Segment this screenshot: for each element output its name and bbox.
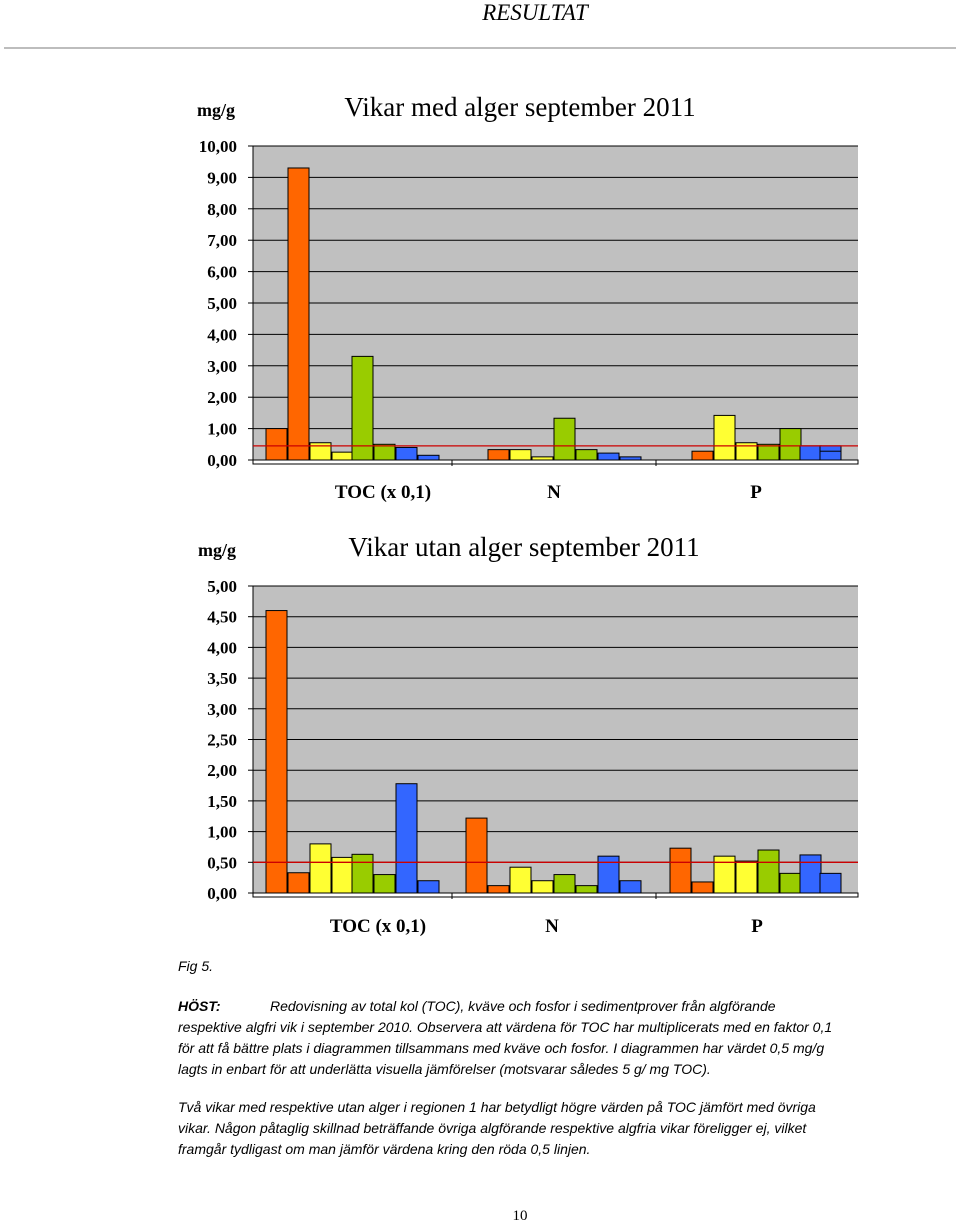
y-tick-label: 5,00	[207, 294, 237, 313]
y-tick-label: 2,00	[207, 761, 237, 780]
bar	[735, 860, 758, 894]
bar	[373, 874, 396, 894]
y-tick-label: 2,50	[207, 731, 237, 750]
bar	[779, 872, 802, 894]
caption-text-2: Två vikar med respektive utan alger i re…	[178, 1099, 816, 1157]
bar	[757, 849, 780, 894]
bar	[287, 872, 310, 894]
bar	[735, 442, 758, 461]
y-tick-label: 1,00	[207, 823, 237, 842]
y-tick-label: 3,00	[207, 357, 237, 376]
y-tick-label: 4,50	[207, 608, 237, 627]
caption-text-1: Redovisning av total kol (TOC), kväve oc…	[178, 998, 833, 1077]
bar	[509, 449, 532, 461]
chart-title: Vikar med alger september 2011	[344, 92, 695, 122]
bar	[417, 880, 440, 894]
x-axis	[252, 892, 859, 898]
bar	[509, 866, 532, 894]
chart-without-algae: Vikar utan alger september 2011 mg/g 0,00 0…	[198, 532, 859, 937]
page-number: 10	[512, 1208, 528, 1224]
bar	[309, 442, 332, 461]
bar	[779, 428, 802, 461]
bar	[597, 452, 620, 461]
figure-label: Fig 5.	[178, 958, 214, 974]
category-label: N	[545, 916, 559, 937]
caption-paragraph-2: Två vikar med respektive utan alger i re…	[178, 1097, 843, 1160]
bar	[417, 454, 440, 461]
y-axis-label: mg/g	[197, 100, 235, 120]
bar	[531, 456, 554, 461]
page-header: RESULTAT	[482, 0, 588, 25]
bar	[487, 885, 510, 894]
y-tick-label: 1,50	[207, 792, 237, 811]
y-tick-label: 0,50	[207, 853, 237, 872]
y-axis-label: mg/g	[198, 540, 236, 560]
bar	[487, 449, 510, 461]
bar	[553, 874, 576, 894]
bar	[265, 610, 288, 894]
bar	[757, 443, 780, 461]
chart-title: Vikar utan alger september 2011	[348, 532, 699, 562]
bar	[351, 853, 374, 894]
bar	[265, 428, 288, 461]
y-tick-label: 8,00	[207, 200, 237, 219]
bar	[799, 854, 822, 894]
bar	[575, 885, 598, 894]
bar	[531, 880, 554, 894]
y-tick-label: 0,00	[207, 451, 237, 470]
bar	[669, 847, 692, 894]
category-label: P	[751, 916, 763, 937]
bar	[575, 449, 598, 461]
bar	[597, 855, 620, 894]
bar	[713, 855, 736, 894]
bar	[351, 355, 374, 461]
bar	[691, 881, 714, 894]
y-tick-label: 6,00	[207, 263, 237, 282]
y-tick-label: 4,00	[207, 638, 237, 657]
bar	[713, 414, 736, 461]
y-tick-label: 5,00	[207, 577, 237, 596]
y-tick-label: 0,00	[207, 884, 237, 903]
bar	[373, 443, 396, 461]
category-label: TOC (x 0,1)	[330, 916, 426, 937]
category-label: TOC (x 0,1)	[335, 482, 431, 503]
bar	[553, 417, 576, 461]
bar	[331, 451, 354, 461]
x-axis	[252, 459, 859, 465]
category-label: N	[547, 482, 561, 503]
bar	[819, 872, 842, 894]
caption-season-label: HÖST:	[178, 998, 221, 1014]
header-divider	[4, 47, 956, 49]
bar	[799, 445, 822, 461]
bar	[619, 880, 642, 894]
bar	[465, 817, 488, 894]
y-tick-label: 3,50	[207, 669, 237, 688]
caption-paragraph-1: HÖST: Redovisning av total kol (TOC), kvä…	[178, 996, 843, 1080]
y-tick-label: 7,00	[207, 231, 237, 250]
bar	[287, 167, 310, 461]
bar	[619, 456, 642, 461]
chart-with-algae: Vikar med alger september 2011 mg/g 0,00 1,…	[197, 92, 859, 503]
y-tick-label: 1,00	[207, 420, 237, 439]
y-tick-label: 2,00	[207, 388, 237, 407]
y-tick-label: 4,00	[207, 325, 237, 344]
bar	[309, 843, 332, 894]
category-label: P	[750, 482, 762, 503]
y-tick-label: 9,00	[207, 168, 237, 187]
bar	[395, 783, 418, 894]
bar	[691, 450, 714, 461]
bar	[819, 450, 842, 461]
y-tick-label: 10,00	[199, 137, 237, 156]
bar	[395, 446, 418, 461]
y-tick-label: 3,00	[207, 700, 237, 719]
